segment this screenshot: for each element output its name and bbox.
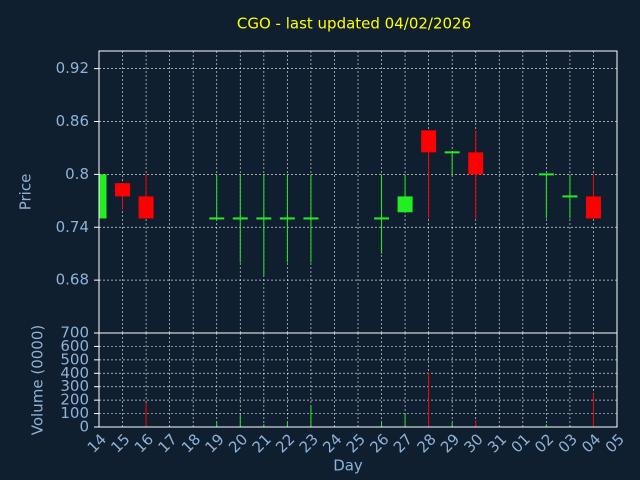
x-tick-label: 04 [578, 430, 604, 456]
x-tick-label: 03 [555, 430, 581, 456]
y-axis-label: Price [17, 174, 35, 211]
candle-body [115, 183, 131, 197]
candle-body [232, 217, 248, 220]
y-tick-label: 0.74 [56, 218, 89, 236]
volume-bar [216, 421, 218, 427]
y-tick-label: 500 [60, 350, 89, 368]
candle-body [303, 217, 319, 220]
volume-bar [239, 414, 241, 427]
y-tick-label: 0.86 [56, 112, 89, 130]
x-axis-label: Day [333, 457, 363, 475]
x-tick-label: 24 [319, 430, 345, 456]
y-tick-label: 0.68 [56, 271, 89, 289]
volume-bar [145, 402, 147, 427]
x-tick-label: 20 [225, 430, 251, 456]
y-tick-label: 0.92 [56, 59, 89, 77]
volume-plot [99, 333, 617, 427]
candle-body [468, 152, 484, 175]
x-tick-label: 16 [131, 430, 157, 456]
x-tick-label: 27 [390, 430, 416, 456]
candle-body [562, 195, 578, 198]
volume-bar [381, 422, 383, 427]
y-tick-label: 700 [60, 324, 89, 342]
volume-bar [404, 413, 406, 427]
candle-body [374, 217, 390, 220]
x-tick-label: 17 [154, 430, 180, 456]
y-tick-label: 300 [60, 377, 89, 395]
y-axis-label: Volume (0000) [29, 325, 47, 435]
volume-bar [286, 421, 288, 427]
chart-title: CGO - last updated 04/02/2026 [237, 15, 471, 33]
candle-body [397, 196, 413, 213]
x-tick-label: 15 [107, 430, 133, 456]
candle-body [279, 217, 295, 220]
candle-body [138, 196, 154, 219]
x-tick-label: 29 [437, 430, 463, 456]
volume-bar [451, 422, 453, 427]
y-tick-label: 0.8 [65, 165, 89, 183]
x-tick-label: 25 [343, 430, 369, 456]
x-tick-label: 01 [508, 430, 534, 456]
volume-bar [545, 424, 547, 427]
x-tick-label: 18 [178, 430, 204, 456]
volume-bar [569, 425, 571, 427]
candle-body [209, 217, 225, 220]
candle-body [256, 217, 272, 220]
price-plot [99, 51, 617, 333]
candle-body [444, 151, 460, 154]
volume-bar [263, 424, 265, 427]
x-tick-label: 30 [461, 430, 487, 456]
y-tick-label: 400 [60, 364, 89, 382]
x-tick-label: 26 [366, 430, 392, 456]
volume-bar [428, 371, 430, 427]
x-tick-label: 28 [413, 430, 439, 456]
x-tick-label: 02 [531, 430, 557, 456]
candle-body [538, 173, 554, 176]
x-tick-label: 23 [296, 430, 322, 456]
y-tick-label: 100 [60, 404, 89, 422]
candle-body [421, 130, 437, 153]
x-tick-label: 22 [272, 430, 298, 456]
y-tick-label: 0 [79, 418, 89, 436]
y-tick-label: 600 [60, 337, 89, 355]
x-tick-label: 21 [249, 430, 275, 456]
volume-bar [310, 405, 312, 427]
candle-body [99, 174, 107, 219]
candle-body [585, 196, 601, 219]
volume-bar [475, 420, 477, 427]
x-tick-label: 31 [484, 430, 510, 456]
volume-frame [98, 332, 618, 428]
y-tick-label: 200 [60, 391, 89, 409]
x-tick-label: 19 [202, 430, 228, 456]
volume-bar [592, 393, 594, 427]
x-tick-label: 05 [602, 430, 628, 456]
